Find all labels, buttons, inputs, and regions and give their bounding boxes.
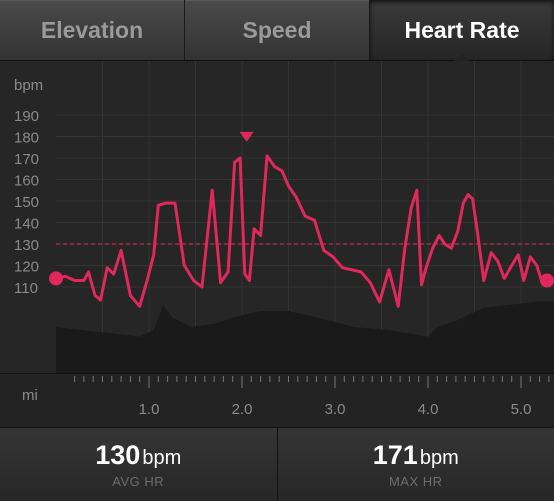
x-axis-label: mi (22, 387, 38, 404)
metric-tab-bar: Elevation Speed Heart Rate (0, 0, 554, 61)
tab-speed-label: Speed (242, 17, 311, 44)
x-axis-svg: 1.0 2.0 3.0 4.0 5.0 mi (0, 374, 554, 428)
x-tick-label: 1.0 (139, 401, 160, 418)
tab-elevation[interactable]: Elevation (0, 0, 185, 60)
y-tick-label: 140 (14, 216, 39, 233)
end-point-handle[interactable] (540, 274, 554, 288)
tab-speed[interactable]: Speed (185, 0, 370, 60)
max-hr-unit: bpm (420, 447, 459, 469)
x-axis-ticks: 1.0 2.0 3.0 4.0 5.0 (75, 376, 549, 418)
y-tick-label: 190 (14, 108, 39, 125)
y-tick-label: 110 (14, 280, 38, 297)
y-tick-label: 180 (14, 130, 39, 147)
elevation-profile-area (56, 301, 554, 373)
x-tick-label: 5.0 (511, 401, 532, 418)
avg-hr-value: 130 (95, 440, 140, 470)
y-tick-label: 150 (14, 194, 39, 211)
y-tick-label: 170 (14, 151, 39, 168)
avg-hr-label: AVG HR (0, 474, 277, 489)
y-axis-ticks: 190 180 170 160 150 140 130 120 110 (14, 108, 39, 297)
tab-elevation-label: Elevation (41, 17, 143, 44)
y-tick-label: 120 (14, 259, 39, 276)
heart-rate-chart-svg: 190 180 170 160 150 140 130 120 110 bpm (0, 61, 554, 373)
start-point-handle[interactable] (49, 271, 63, 285)
heart-rate-chart[interactable]: 190 180 170 160 150 140 130 120 110 bpm (0, 61, 554, 373)
tab-heart-rate[interactable]: Heart Rate (370, 0, 554, 60)
x-tick-label: 4.0 (418, 401, 439, 418)
x-axis: 1.0 2.0 3.0 4.0 5.0 mi (0, 373, 554, 428)
y-tick-label: 160 (14, 173, 39, 190)
x-tick-label: 3.0 (325, 401, 346, 418)
heart-rate-line (56, 156, 542, 306)
avg-hr-unit: bpm (142, 447, 181, 469)
x-tick-label: 2.0 (232, 401, 253, 418)
max-hr-value: 171 (373, 440, 418, 470)
tab-heart-rate-label: Heart Rate (404, 17, 519, 44)
y-axis-label: bpm (14, 77, 43, 94)
max-hr-label: MAX HR (278, 474, 554, 489)
y-tick-label: 130 (14, 237, 39, 254)
